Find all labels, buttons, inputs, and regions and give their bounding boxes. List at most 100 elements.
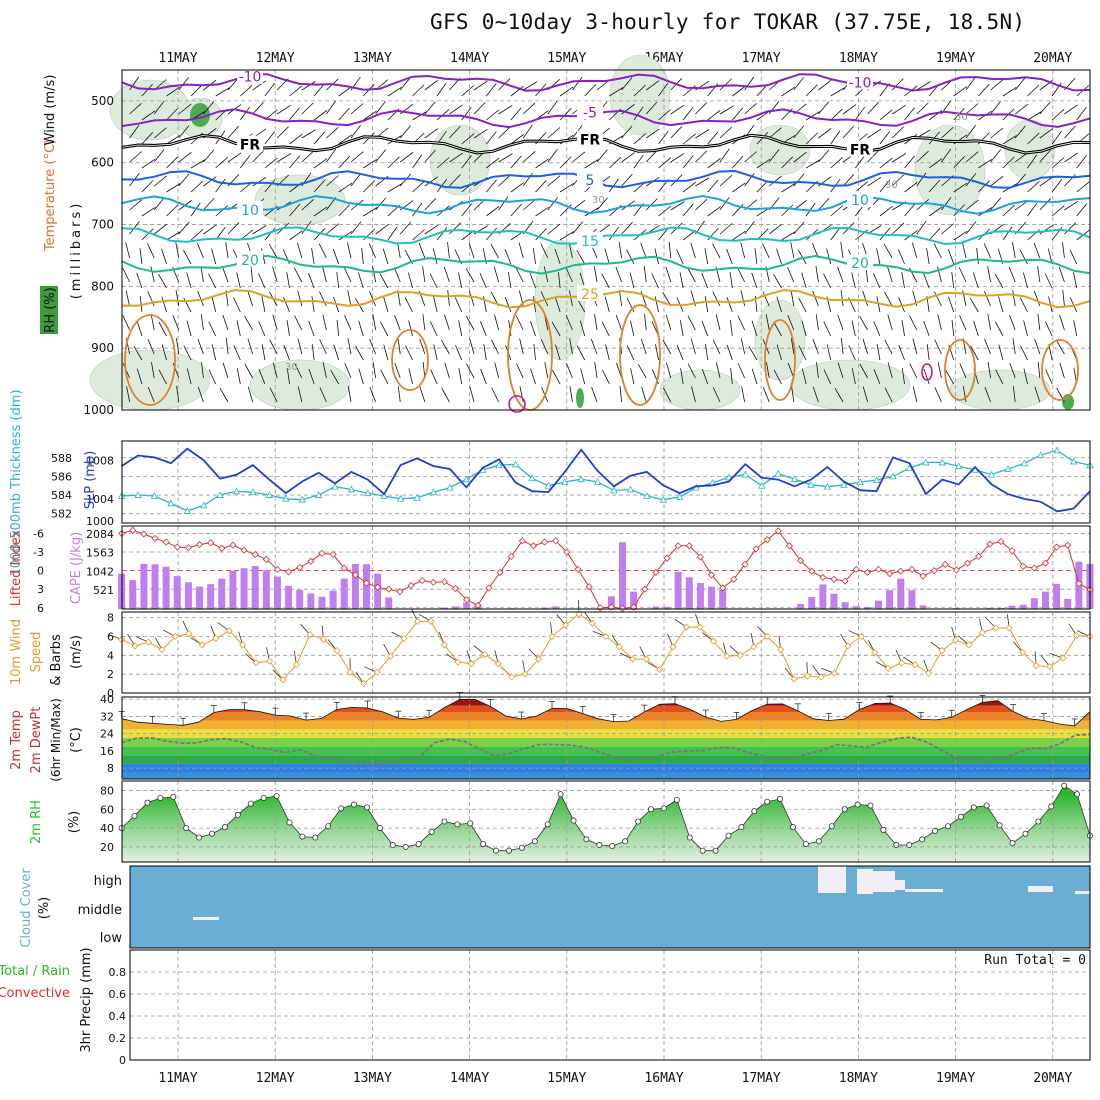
precip-panel-bg [130, 950, 1090, 1060]
wind-barb [928, 206, 943, 217]
temp-tick-label: 32 [100, 710, 114, 723]
wind-barb [172, 315, 180, 331]
wind-barb [730, 368, 733, 385]
cloud-cover-block [1075, 891, 1090, 894]
wind-barb [768, 149, 780, 163]
wind-barb [615, 314, 622, 331]
precip-tick-label: 0 [119, 1054, 126, 1067]
wind-barb [264, 227, 276, 241]
wind-barb [424, 128, 439, 139]
wind-barb [178, 125, 190, 139]
wind-barb [215, 178, 226, 193]
wind-barb [277, 104, 291, 115]
rh-shading [749, 124, 811, 176]
wind-barb [787, 267, 795, 283]
wind-barb [904, 107, 915, 121]
wind-barb [1022, 272, 1028, 289]
temperature-contour [121, 108, 1091, 129]
wind-barb [178, 151, 192, 163]
wind-barb [576, 345, 586, 361]
wind-barb [654, 296, 659, 313]
wind-barb [522, 150, 536, 163]
wind-barb [200, 266, 204, 283]
wind-barb [559, 86, 574, 97]
wind-barb [225, 338, 229, 355]
wind-barb [490, 243, 499, 259]
li-tick-label: 6 [37, 602, 44, 615]
wind-barb [830, 205, 844, 217]
thickness-tick-label: 582 [51, 508, 72, 521]
wind-barb [197, 386, 204, 403]
wind-barb [615, 266, 622, 283]
wind-barb [203, 101, 215, 115]
wind-barb [762, 243, 770, 259]
wind-barb [136, 272, 143, 289]
wind-barb [236, 320, 241, 337]
wind-barb [336, 320, 340, 337]
wind-barb [383, 344, 389, 361]
wind-barb [350, 173, 362, 187]
wind-speed-line-point [266, 657, 274, 665]
wind-barb [158, 369, 167, 385]
wind-barb [658, 130, 669, 145]
pressure-tick-label: 500 [91, 94, 114, 108]
wind-barb [741, 386, 746, 403]
wind-barb [1056, 339, 1065, 355]
wind-barb [308, 272, 315, 289]
wind-barb [289, 133, 303, 145]
wind-barb [901, 368, 905, 385]
cape-bar [997, 607, 1005, 609]
wind-barb [679, 320, 684, 337]
thickness-line-point [462, 475, 470, 483]
temperature-contour-label: -5 [583, 106, 597, 122]
cape-bar [841, 602, 849, 609]
rh-line-point [544, 821, 551, 828]
wind-barb [762, 291, 770, 307]
wind-barb [486, 131, 497, 145]
wind-barb [153, 197, 165, 211]
wind-barb [510, 155, 522, 169]
wind-barb [252, 225, 267, 235]
cloud-cover-block [857, 869, 873, 894]
wind-speed-line-point [871, 648, 879, 657]
wind-barb [707, 206, 721, 217]
wind-barb [923, 320, 930, 337]
lifted-index-line-point [696, 553, 704, 561]
wind-barb [983, 243, 991, 259]
wind-barb [830, 226, 841, 241]
date-label-top: 17MAY [742, 51, 781, 66]
cape-tick-label: 1563 [86, 547, 114, 560]
wind-barb [816, 362, 819, 379]
wind-barb [166, 204, 179, 217]
thickness-line-point [528, 474, 536, 482]
lifted-index-line [121, 529, 1091, 609]
wind-speed-line-point [225, 627, 233, 635]
wind-speed-line-point [1046, 663, 1054, 671]
wind-barb [436, 82, 447, 97]
wind-barb [965, 199, 979, 211]
wind-speed-line-point [400, 634, 408, 642]
wind-speed-line-point [750, 643, 758, 651]
wind-barb [842, 104, 857, 115]
wind-barb [695, 129, 710, 139]
date-label-bottom: 17MAY [742, 1071, 781, 1086]
wind-barb [252, 80, 266, 91]
wind-barb [380, 321, 389, 337]
cape-bar [162, 566, 170, 609]
cape-bar [385, 597, 393, 609]
wind-panel-bg [122, 612, 1090, 693]
wind-barb [240, 84, 253, 97]
rh-line-point [273, 793, 280, 800]
wind-barb [465, 267, 475, 283]
wind-barb [798, 297, 807, 313]
wind-barb [695, 102, 708, 115]
wind-barb [937, 266, 942, 283]
rh-line-point [1022, 830, 1029, 837]
wind-barb [976, 248, 979, 265]
wind-barb [823, 273, 832, 289]
cape-bar [285, 585, 293, 609]
wind-barb [158, 321, 167, 337]
wind-barb [147, 339, 155, 355]
wind-barb [203, 176, 217, 187]
wind-barb [640, 338, 647, 355]
